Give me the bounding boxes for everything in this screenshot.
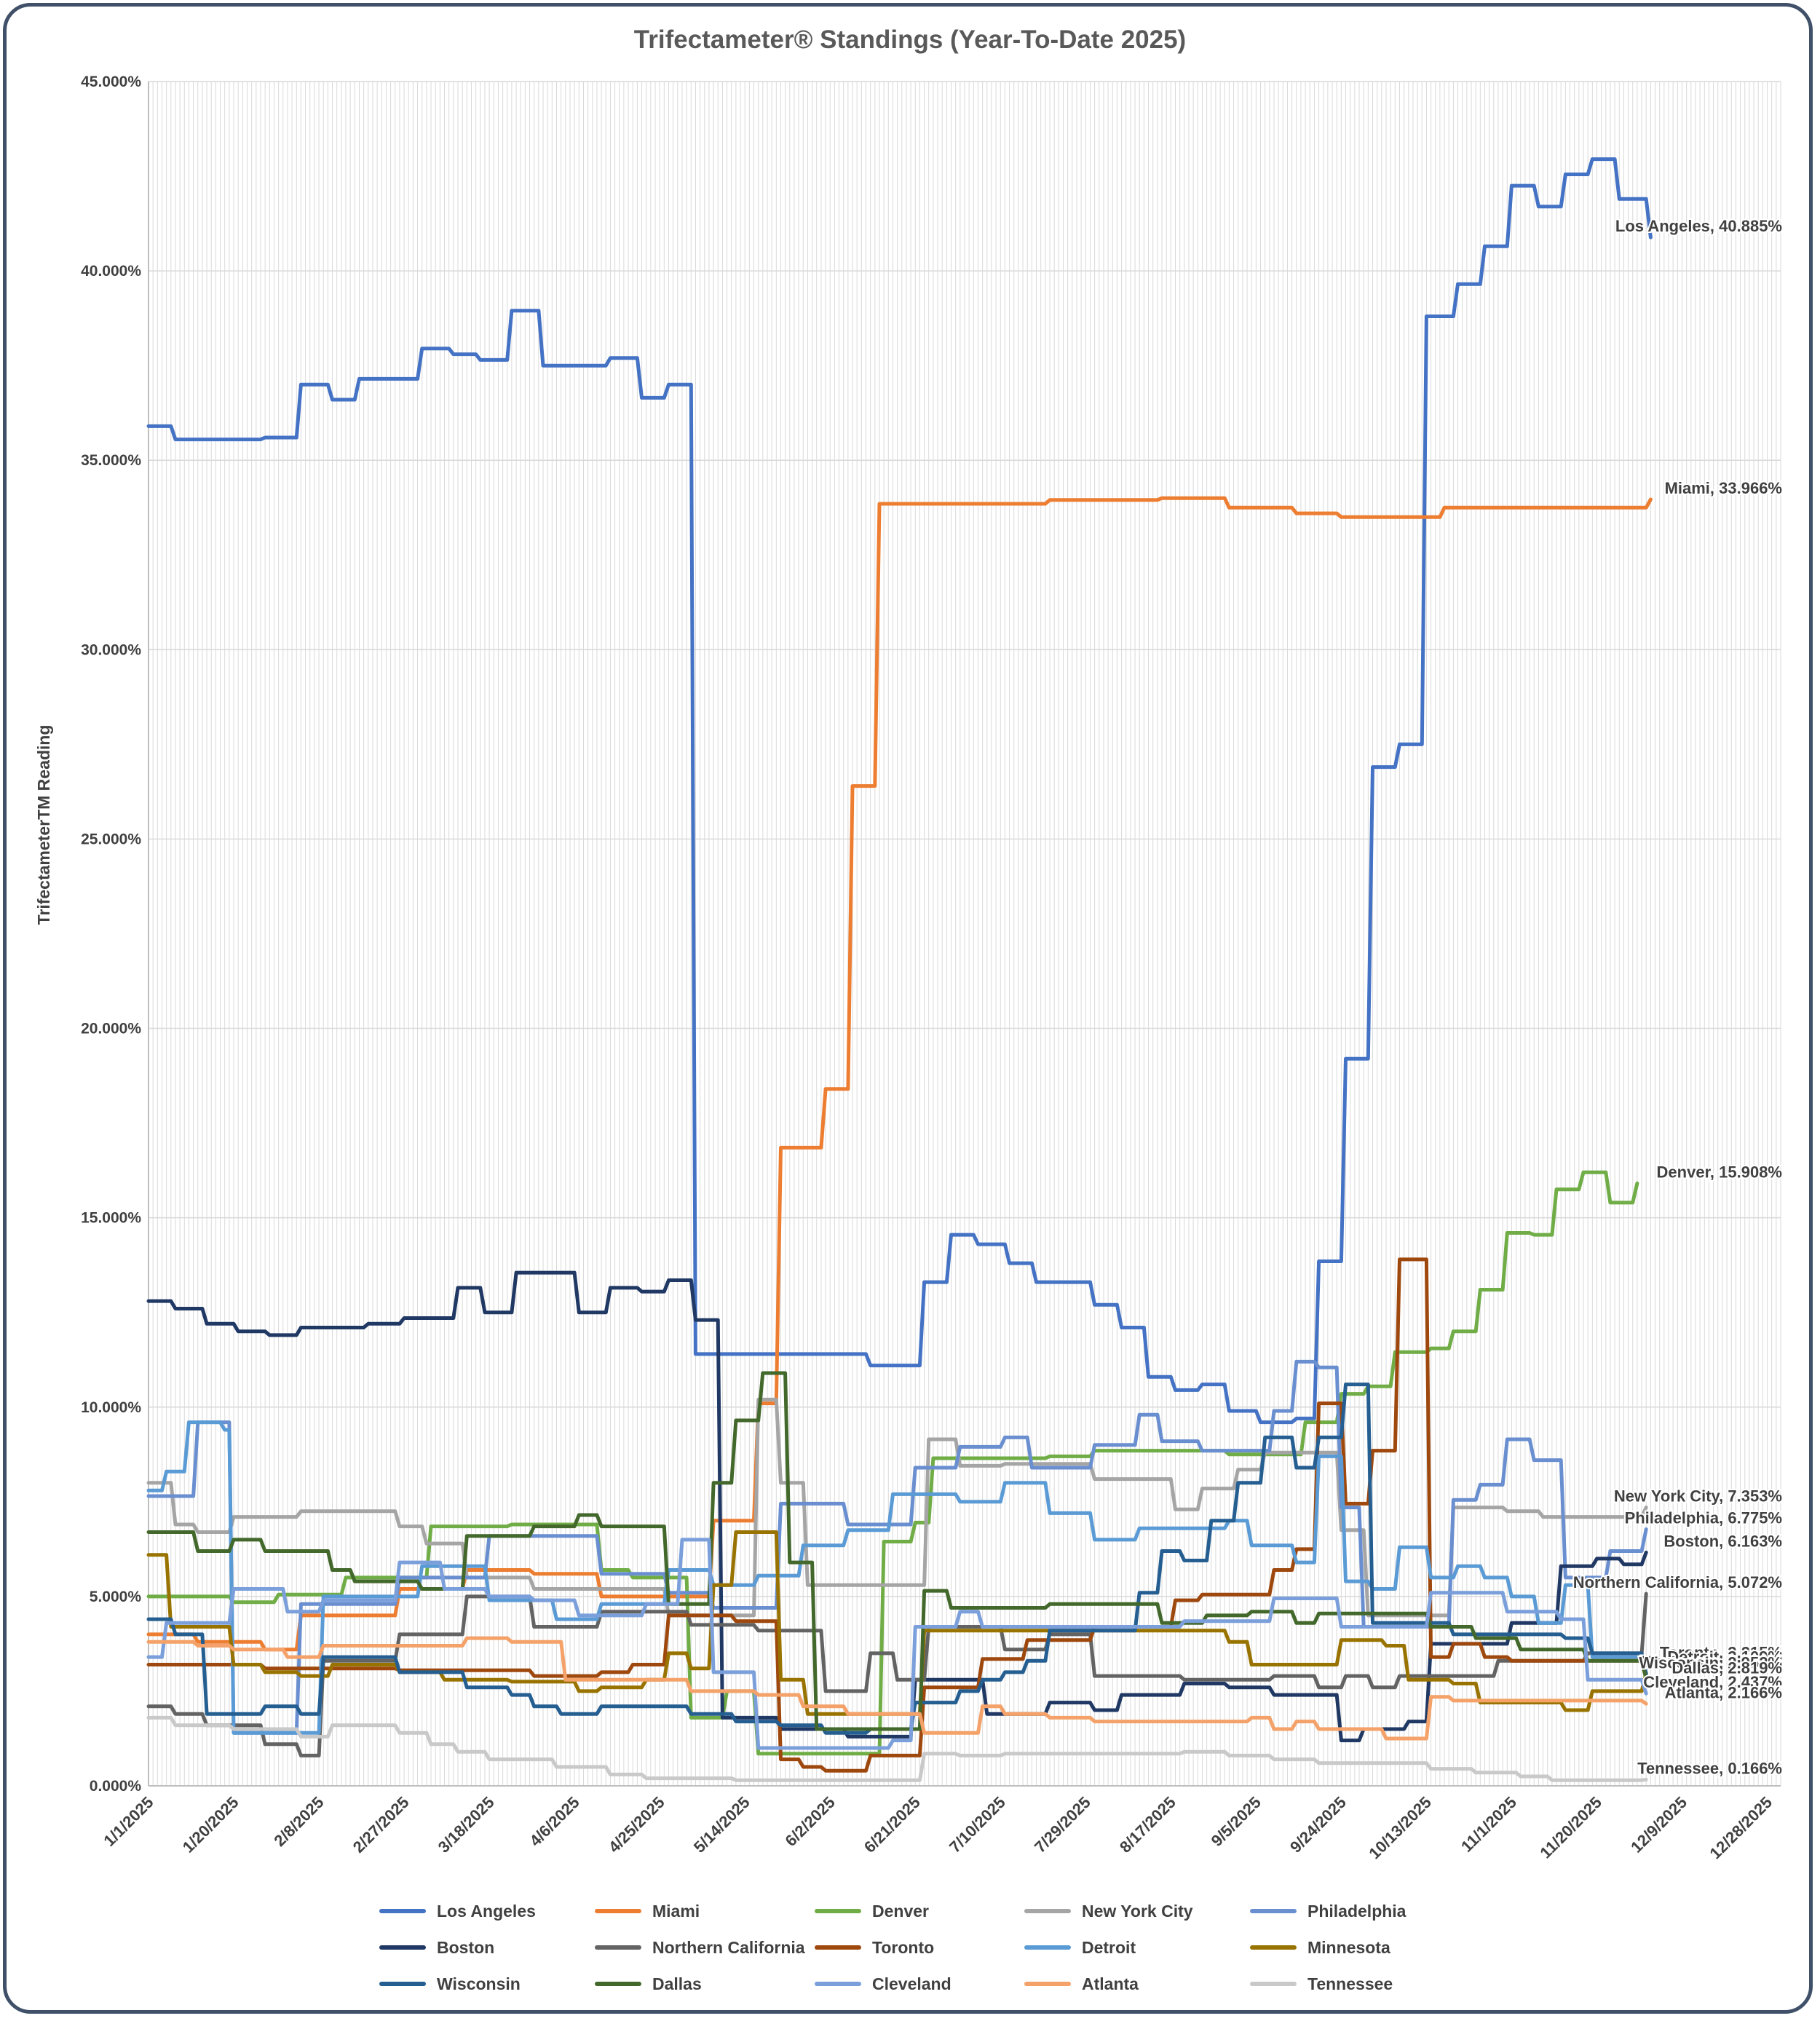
y-tick-label: 0.000%: [90, 1778, 142, 1795]
x-tick-label: 11/1/2025: [1457, 1793, 1520, 1856]
x-tick-label: 8/17/2025: [1116, 1793, 1179, 1856]
legend-entry: Atlanta: [1082, 1974, 1139, 1993]
x-tick-label: 6/21/2025: [860, 1793, 924, 1856]
series-line-miami: [146, 496, 1653, 1652]
legend-entry: Denver: [872, 1902, 929, 1921]
x-tick-label: 12/28/2025: [1706, 1793, 1776, 1863]
series-line-northern-california: [146, 1591, 1648, 1757]
series-line-new-york-city: [146, 1397, 1648, 1618]
y-tick-label: 10.000%: [81, 1399, 141, 1416]
end-label: Cleveland, 2.437%: [1643, 1673, 1782, 1691]
legend-entry: Dallas: [652, 1974, 702, 1993]
series-line-tennessee: [146, 1715, 1648, 1782]
legend-entry: Detroit: [1082, 1938, 1136, 1957]
x-tick-label: 2/8/2025: [270, 1793, 327, 1850]
y-tick-label: 30.000%: [81, 641, 141, 658]
x-tick-label: 3/18/2025: [435, 1793, 498, 1856]
series-line-atlanta: [146, 1636, 1648, 1741]
end-label: Miami, 33.966%: [1665, 479, 1782, 497]
x-tick-label: 9/24/2025: [1286, 1793, 1350, 1856]
series-line-minnesota: [146, 1530, 1648, 1716]
series-line-wisconsin: [146, 1383, 1648, 1735]
series-line-dallas: [146, 1371, 1648, 1731]
series-line-toronto: [146, 1257, 1648, 1773]
end-label: Northern California, 5.072%: [1573, 1573, 1782, 1591]
legend-entry: Boston: [437, 1938, 494, 1957]
y-tick-label: 45.000%: [81, 74, 141, 90]
x-axis-ticks: 1/1/2025 1/20/2025 2/8/2025 2/27/2025 3/18/2…: [100, 1793, 1776, 1863]
end-label: Dallas, 2.819%: [1671, 1658, 1782, 1677]
legend: Los Angeles Miami Denver New York City Phila…: [379, 1902, 1406, 1993]
legend-entry: Los Angeles: [437, 1902, 536, 1921]
end-label: Wisconsin, 2.952%: [1639, 1653, 1782, 1672]
legend-entry: Wisconsin: [437, 1974, 521, 1993]
y-tick-label: 5.000%: [90, 1589, 142, 1605]
x-tick-label: 2/27/2025: [349, 1793, 413, 1856]
y-axis-ticks: 0.000% 5.000% 10.000% 15.000% 20.000% 25.000%…: [81, 74, 141, 1795]
x-tick-label: 10/13/2025: [1365, 1793, 1435, 1863]
legend-entry: Tennessee: [1307, 1974, 1393, 1993]
end-label: Tennessee, 0.166%: [1637, 1759, 1782, 1777]
x-tick-label: 12/9/2025: [1627, 1793, 1690, 1856]
y-axis-label: TrifectameterTM Reading: [34, 725, 53, 925]
y-tick-label: 15.000%: [81, 1210, 141, 1227]
y-tick-label: 40.000%: [81, 263, 141, 280]
x-tick-label: 1/1/2025: [100, 1793, 157, 1850]
end-label: Denver, 15.908%: [1657, 1163, 1782, 1181]
x-tick-label: 11/20/2025: [1536, 1793, 1605, 1862]
legend-entry: Minnesota: [1307, 1938, 1390, 1957]
legend-entry: Northern California: [652, 1938, 805, 1957]
chart-title: Trifectameter® Standings (Year-To-Date 2…: [634, 25, 1186, 54]
legend-entry: New York City: [1082, 1902, 1193, 1921]
series-lines: [146, 157, 1653, 1782]
legend-entry: Miami: [652, 1902, 700, 1921]
x-tick-label: 7/29/2025: [1031, 1793, 1094, 1856]
series-line-detroit: [146, 1420, 1648, 1735]
end-label: Minnesota, 2.981%: [1639, 1653, 1782, 1671]
legend-entry: Toronto: [872, 1938, 934, 1957]
y-tick-label: 20.000%: [81, 1021, 141, 1037]
y-tick-label: 35.000%: [81, 452, 141, 469]
series-line-los-angeles: [146, 157, 1653, 1425]
grid: [148, 81, 1781, 1787]
series-line-cleveland: [146, 1538, 1648, 1750]
x-tick-label: 4/6/2025: [526, 1793, 582, 1850]
x-tick-label: 7/10/2025: [946, 1793, 1009, 1856]
legend-entry: Cleveland: [872, 1974, 951, 1993]
end-label: Atlanta, 2.166%: [1665, 1683, 1782, 1701]
x-tick-label: 9/5/2025: [1208, 1793, 1265, 1850]
x-tick-label: 1/20/2025: [179, 1793, 242, 1856]
end-label: Toronto, 3.215%: [1660, 1644, 1782, 1662]
end-label: Los Angeles, 40.885%: [1615, 217, 1782, 235]
x-tick-label: 5/14/2025: [690, 1793, 753, 1856]
end-label: New York City, 7.353%: [1614, 1487, 1782, 1505]
legend-entry: Philadelphia: [1307, 1902, 1406, 1921]
series-line-denver: [146, 1170, 1639, 1756]
end-labels: Los Angeles, 40.885% Miami, 33.966% Denver…: [1572, 215, 1784, 1779]
x-tick-label: 4/25/2025: [605, 1793, 668, 1856]
end-label: Philadelphia, 6.775%: [1625, 1509, 1782, 1527]
end-label: Detroit, 3.109%: [1667, 1648, 1782, 1666]
y-tick-label: 25.000%: [81, 831, 141, 847]
x-tick-label: 6/2/2025: [782, 1793, 839, 1850]
end-label: Boston, 6.163%: [1663, 1532, 1782, 1550]
